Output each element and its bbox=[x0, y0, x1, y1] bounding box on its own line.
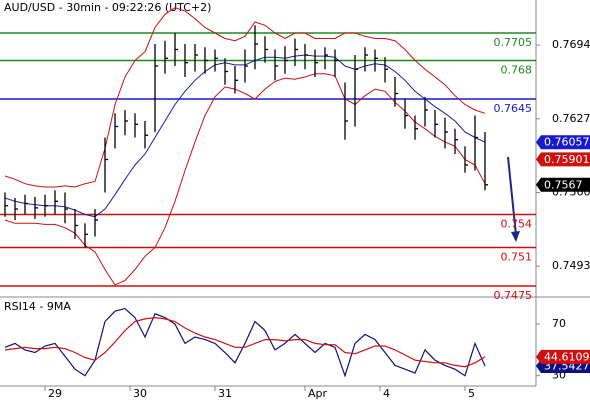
level-label: 0.7645 bbox=[494, 102, 533, 115]
x-tick-label: 4 bbox=[383, 387, 390, 400]
chart-title: AUD/USD - 30min - 09:22:26 (UTC+2) bbox=[4, 1, 211, 14]
x-tick-label: 31 bbox=[218, 387, 232, 400]
price-tag-box bbox=[536, 177, 590, 192]
forecast-arrowhead bbox=[511, 231, 520, 242]
x-tick-label: Apr bbox=[308, 387, 328, 400]
x-tick-label: 5 bbox=[468, 387, 475, 400]
rsi-tag-box bbox=[536, 349, 590, 364]
level-label: 0.751 bbox=[501, 251, 533, 264]
x-tick-label: 30 bbox=[133, 387, 147, 400]
y-tick-label: 0.7493 bbox=[552, 259, 590, 272]
price-tag-box bbox=[536, 152, 590, 167]
price-tag: 0.7567 bbox=[544, 178, 583, 191]
y-tick-label: 0.7627 bbox=[552, 112, 590, 125]
price-tag: 0.75901 bbox=[544, 153, 590, 166]
rsi-tag: 44.6109 bbox=[544, 350, 590, 363]
rsi-line bbox=[4, 316, 486, 368]
price-tag-box bbox=[536, 135, 590, 150]
level-label: 0.7475 bbox=[494, 289, 533, 302]
y-tick-label: 70 bbox=[552, 317, 566, 330]
rsi-line bbox=[4, 307, 486, 378]
level-label: 0.7705 bbox=[494, 36, 533, 49]
x-tick-label: 29 bbox=[48, 387, 62, 400]
price-tag: 0.76057 bbox=[544, 136, 590, 149]
forecast-arrow bbox=[507, 156, 517, 236]
level-label: 0.754 bbox=[501, 218, 533, 231]
level-label: 0.768 bbox=[501, 64, 533, 77]
rsi-title: RSI14 - 9MA bbox=[4, 300, 71, 313]
indicator-line bbox=[4, 7, 486, 188]
y-tick-label: 0.7694 bbox=[552, 38, 590, 51]
